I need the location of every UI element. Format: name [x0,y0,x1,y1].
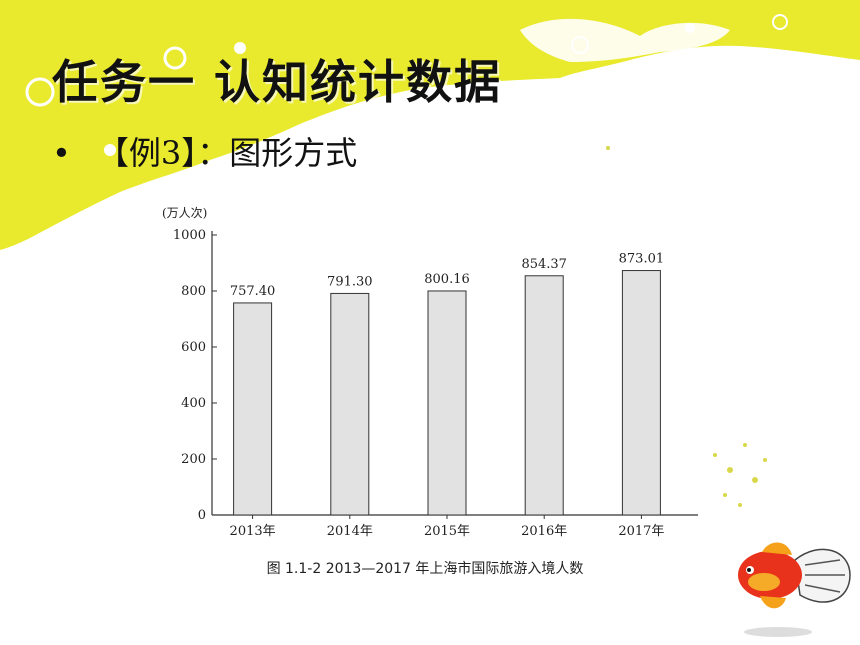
y-tick-label: 400 [181,396,206,411]
bar [233,302,273,516]
dot-decoration [752,477,758,483]
bar [524,275,564,516]
bullet-marker: • [52,134,71,172]
dot-decoration [713,453,717,457]
flower-icon [163,46,187,70]
yellow-wave-shape [0,0,860,250]
dot-decoration [738,503,742,507]
fish-tail-stripes [804,559,845,593]
y-unit-label: (万人次) [162,206,207,220]
bar-value-label: 757.40 [230,284,275,299]
dot-decoration [763,458,767,462]
y-tick-label: 800 [181,284,206,299]
bar-value-label: 800.16 [424,272,470,287]
chart-labels: (万人次) 0 200 400 600 800 1000 757.40 2013年 791.30 2… [162,206,664,577]
bullet-text: 【例3】：图形方式 [96,134,358,172]
bar-value-label: 854.37 [521,257,567,272]
bar [330,292,370,516]
bar [427,290,467,516]
flower-icon [234,42,246,54]
dot-decoration [606,146,610,150]
dot-decoration [727,467,733,473]
flower-icon [104,144,116,156]
chart-caption: 图 1.1-2 2013—2017 年上海市国际旅游入境人数 [267,560,584,577]
y-tick-label: 600 [181,340,206,355]
x-tick-label: 2013年 [230,524,276,539]
white-splash-shape [520,18,730,62]
chart-canvas: (万人次) 0 200 400 600 800 1000 757.40 2013年 791.30 2… [162,206,698,577]
fish-pupil [747,568,751,572]
chart-bars [233,270,661,516]
y-tick-label: 0 [198,508,206,523]
x-tick-label: 2015年 [424,524,470,539]
x-tick-label: 2016年 [521,524,567,539]
flower-icon [571,36,589,54]
flower-icon [685,23,695,33]
y-tick-label: 1000 [173,228,206,243]
bar-value-label: 873.01 [619,252,665,267]
fish-shadow [744,627,812,637]
flower-icon [772,14,788,30]
dot-decoration [743,443,747,447]
dot-decoration [723,493,727,497]
x-tick-label: 2017年 [618,524,664,539]
goldfish-icon [738,542,851,637]
bullet-line: • 【例3】：图形方式 [52,128,357,174]
bar-value-label: 791.30 [327,274,373,289]
bar-chart: (万人次) 0 200 400 600 800 1000 757.40 2013年 791.30 2… [150,195,700,590]
fish-belly [748,573,780,591]
fish-fin [762,542,792,555]
bar [621,270,661,516]
slide-title: 任务一 认知统计数据 [52,55,503,109]
fish-fin [760,596,786,609]
y-tick-label: 200 [181,452,206,467]
x-tick-label: 2014年 [327,524,373,539]
flower-icon [25,77,55,107]
